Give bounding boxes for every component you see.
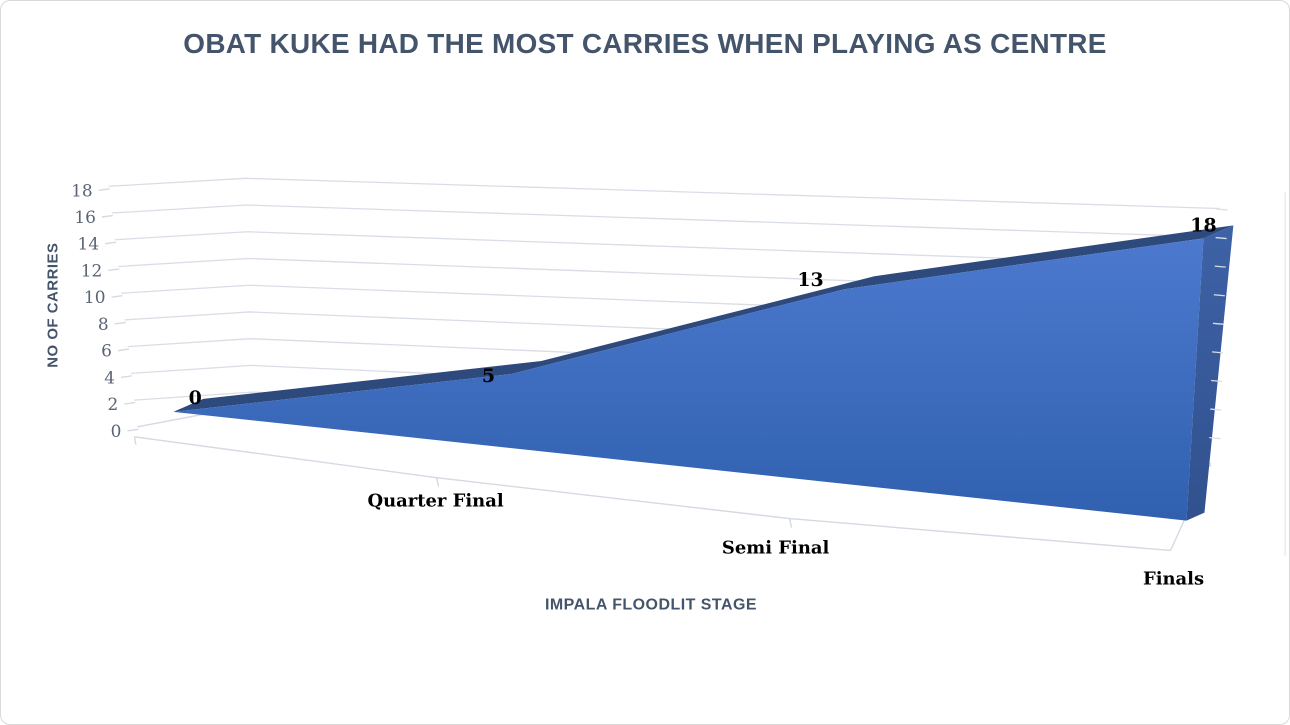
- y-tick-label: 18: [71, 180, 93, 200]
- y-tick-label: 4: [104, 367, 115, 387]
- right-tick-mark: [1210, 408, 1222, 411]
- y-tick-mark: [117, 348, 129, 352]
- gridline: [108, 177, 1220, 210]
- value-gridlines: [108, 177, 1220, 438]
- right-tick-mark: [1215, 236, 1227, 240]
- series-top-ridge: [173, 225, 1234, 412]
- x-axis-title: IMPALA FLOODLIT STAGE: [545, 596, 757, 613]
- y-tick-mark: [114, 321, 126, 325]
- y-tick-mark: [108, 268, 120, 272]
- y-tick-mark: [111, 294, 123, 298]
- y-tick-mark: [104, 241, 117, 245]
- category-tick-mark: [788, 518, 793, 528]
- y-tick-label: 10: [84, 287, 106, 307]
- right-tick-marks: [1209, 208, 1228, 440]
- y-tick-label: 0: [111, 421, 122, 441]
- y-tick-mark: [124, 401, 136, 405]
- right-tick-mark: [1216, 208, 1228, 211]
- right-tick-mark: [1211, 379, 1223, 383]
- right-tick-mark: [1214, 265, 1226, 268]
- data-label: 18: [1190, 214, 1216, 236]
- y-tick-mark: [120, 375, 133, 379]
- category-tick-mark: [133, 436, 137, 445]
- y-tick-label: 6: [101, 341, 112, 361]
- gridline: [111, 204, 1219, 238]
- y-tick-label: 12: [81, 260, 103, 280]
- chart-title: OBAT KUKE HAD THE MOST CARRIES WHEN PLAY…: [183, 28, 1106, 59]
- right-tick-mark: [1212, 322, 1224, 325]
- y-axis-title: NO OF CARRIES: [45, 243, 62, 368]
- value-axis-labels: 0 2 4 6 8 10 12 14 16 18: [71, 180, 139, 441]
- area-series: [173, 225, 1234, 521]
- data-label: 13: [797, 269, 823, 291]
- right-tick-mark: [1213, 294, 1225, 297]
- category-label: Semi Final: [722, 537, 830, 558]
- right-tick-mark: [1209, 436, 1221, 440]
- right-tick-mark: [1211, 351, 1224, 354]
- y-tick-label: 8: [98, 314, 109, 334]
- y-tick-mark: [101, 214, 113, 218]
- y-tick-label: 2: [107, 394, 118, 414]
- category-label: Quarter Final: [367, 491, 503, 512]
- series-right-end-cap: [1186, 225, 1234, 521]
- series-data-labels: 0 5 13 18: [189, 214, 1217, 409]
- series-front-face: [173, 238, 1204, 521]
- data-label: 0: [189, 387, 202, 409]
- y-tick-label: 16: [74, 207, 96, 227]
- y-tick-label: 14: [78, 234, 100, 254]
- category-tick-mark: [435, 477, 440, 487]
- data-label: 5: [482, 365, 495, 387]
- y-tick-mark: [127, 428, 139, 432]
- y-tick-mark: [98, 188, 110, 191]
- category-axis-labels: Quarter Final Semi Final Finals: [367, 491, 1204, 590]
- gridline: [115, 231, 1218, 267]
- category-label: Finals: [1143, 568, 1204, 589]
- floor-front-edge: [134, 436, 1171, 552]
